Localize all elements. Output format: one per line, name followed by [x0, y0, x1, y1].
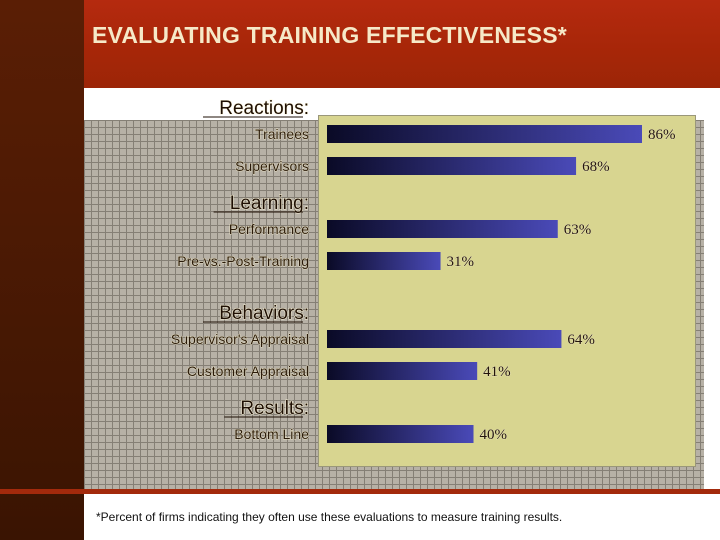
bar-behaviors-2 — [327, 362, 478, 380]
category-label-results-1: Bottom Line — [234, 426, 309, 442]
value-label-reactions-1: 86% — [648, 127, 676, 143]
group-label-learning: Learning: — [230, 193, 309, 214]
category-label-reactions-2: Supervisors — [235, 158, 309, 174]
header-band — [84, 0, 720, 88]
bar-learning-2 — [327, 252, 441, 270]
value-label-reactions-2: 68% — [582, 159, 610, 175]
value-label-learning-2: 31% — [447, 254, 475, 270]
category-label-behaviors-1: Supervisor's Appraisal — [171, 331, 309, 347]
bar-results-1 — [327, 425, 474, 443]
value-label-behaviors-1: 64% — [567, 332, 595, 348]
value-label-learning-1: 63% — [564, 222, 592, 238]
bar-reactions-1 — [327, 125, 642, 143]
page-title: EVALUATING TRAINING EFFECTIVENESS* — [92, 22, 567, 48]
group-label-behaviors: Behaviors: — [219, 303, 309, 324]
bar-reactions-2 — [327, 157, 577, 175]
value-label-behaviors-2: 41% — [483, 364, 511, 380]
category-label-reactions-1: Trainees — [255, 126, 309, 142]
category-label-behaviors-2: Customer Appraisal — [187, 363, 309, 379]
category-label-learning-2: Pre-vs.-Post-Training — [177, 253, 309, 269]
value-label-results-1: 40% — [480, 427, 508, 443]
sidebar-panel — [0, 0, 84, 540]
bar-behaviors-1 — [327, 330, 562, 348]
footer-divider — [0, 489, 720, 494]
footnote: *Percent of firms indicating they often … — [96, 510, 563, 524]
group-label-reactions: Reactions: — [219, 98, 309, 119]
group-label-results: Results: — [240, 398, 309, 419]
bar-learning-1 — [327, 220, 558, 238]
category-label-learning-1: Performance — [229, 221, 309, 237]
